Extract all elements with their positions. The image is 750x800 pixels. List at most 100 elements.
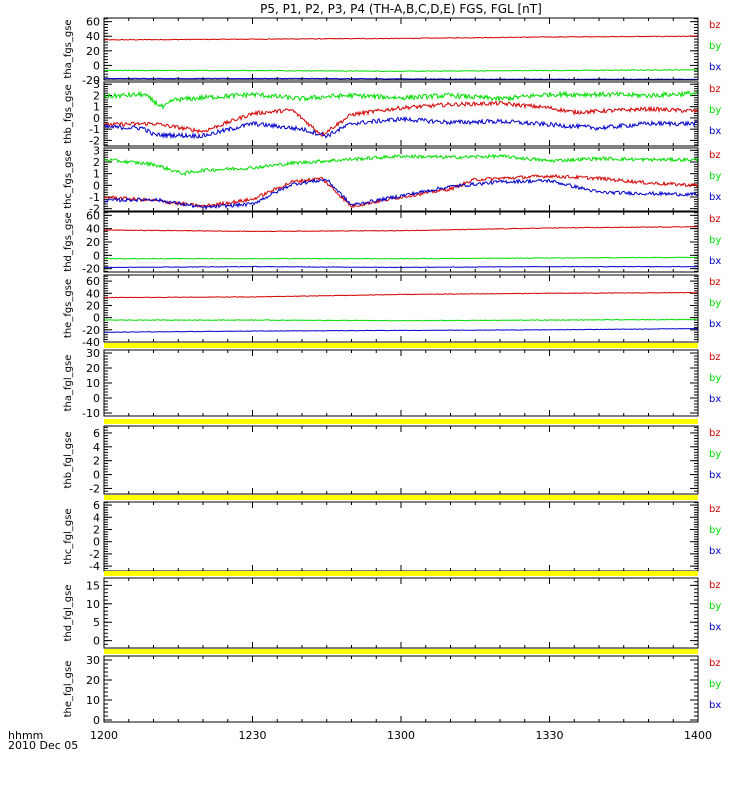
y-axis-label: the_fgl_gse <box>63 661 74 718</box>
legend-bz: bz <box>709 428 721 439</box>
legend-by: by <box>709 41 721 52</box>
panel-frame <box>103 349 699 417</box>
y-tick-label: -4 <box>89 560 100 573</box>
legend-bz: bz <box>709 352 721 363</box>
y-tick-label: 20 <box>86 362 100 375</box>
y-tick-label: 60 <box>86 275 100 288</box>
no-data-flag-bar <box>104 495 698 500</box>
legend-bz: bz <box>709 658 721 669</box>
x-tick-label: 1230 <box>239 729 267 742</box>
legend-bz: bz <box>709 580 721 591</box>
series-by <box>103 90 699 110</box>
series-bz <box>103 225 699 233</box>
y-tick-label: 20 <box>86 45 100 58</box>
panel-thd_fgl_gse: 15 10 5 0 thd_fgl_gse bz by bx <box>63 571 721 649</box>
y-tick-label: 20 <box>86 299 100 312</box>
y-tick-label: -10 <box>82 407 100 420</box>
y-tick-label: -2 <box>89 203 100 216</box>
y-tick-label: 0 <box>93 536 100 549</box>
y-tick-label: 4 <box>93 511 100 524</box>
y-tick-label: -1 <box>89 191 100 204</box>
y-axis-label: thd_fgl_gse <box>63 585 74 642</box>
legend-by: by <box>709 171 721 182</box>
panel-frame <box>103 501 699 572</box>
series-by <box>103 318 699 322</box>
legend-bz: bz <box>709 504 721 515</box>
time-axis-label: hhmm <box>8 729 44 742</box>
y-axis-label: tha_fgl_gse <box>63 355 74 412</box>
x-axis: 1200 1230 1300 1330 1400 <box>90 18 712 742</box>
legend-bx: bx <box>709 622 721 633</box>
y-tick-label: 1 <box>93 168 100 181</box>
y-tick-label: 60 <box>86 16 100 29</box>
series-bx <box>103 115 699 140</box>
panel-frame <box>103 577 699 649</box>
legend-by: by <box>709 298 721 309</box>
x-tick-label: 1200 <box>90 729 118 742</box>
legend-bz: bz <box>709 150 721 161</box>
legend-bx: bx <box>709 700 721 711</box>
y-tick-label: -20 <box>82 263 100 276</box>
y-tick-label: 20 <box>86 674 100 687</box>
panel-frame <box>103 655 699 723</box>
y-tick-label: 0 <box>93 714 100 727</box>
y-tick-label: 6 <box>93 427 100 440</box>
panel-frame <box>103 81 699 147</box>
legend-by: by <box>709 601 721 612</box>
y-tick-label: -2 <box>89 548 100 561</box>
y-axis-label: thc_fgs_gse <box>63 150 74 209</box>
series-bx <box>103 178 699 211</box>
y-tick-label: 60 <box>86 209 100 222</box>
y-tick-label: 40 <box>86 287 100 300</box>
y-tick-label: 10 <box>86 694 100 707</box>
no-data-flag-bar <box>104 571 698 576</box>
y-tick-label: 30 <box>86 654 100 667</box>
x-tick-label: 1300 <box>387 729 415 742</box>
legend-by: by <box>709 449 721 460</box>
panel-the_fgl_gse: 30 20 10 0 the_fgl_gse bz by bx <box>63 649 721 727</box>
chart-title: P5, P1, P2, P3, P4 (TH-A,B,C,D,E) FGS, F… <box>260 2 542 16</box>
series-bz <box>103 100 699 138</box>
legend-bx: bx <box>709 319 721 330</box>
y-tick-label: -2 <box>89 134 100 147</box>
y-tick-label: 2 <box>93 455 100 468</box>
y-tick-label: -20 <box>82 74 100 87</box>
y-axis-label: tha_fgs_gse <box>63 19 74 78</box>
y-tick-label: 5 <box>93 616 100 629</box>
series-bz <box>103 291 699 299</box>
y-axis-label: the_fgs_gse <box>63 279 74 338</box>
x-tick-label: 1400 <box>684 729 712 742</box>
legend-by: by <box>709 373 721 384</box>
y-tick-label: 0 <box>93 59 100 72</box>
legend-bz: bz <box>709 277 721 288</box>
legend-by: by <box>709 105 721 116</box>
x-tick-label: 1330 <box>536 729 564 742</box>
legend-bx: bx <box>709 470 721 481</box>
y-axis-label: thb_fgs_gse <box>63 84 74 143</box>
series-bz <box>103 173 699 209</box>
y-tick-label: 0 <box>93 112 100 125</box>
legend-by: by <box>709 679 721 690</box>
y-tick-label: 0 <box>93 392 100 405</box>
y-tick-label: 0 <box>93 312 100 325</box>
y-tick-label: 3 <box>93 78 100 91</box>
series-bx <box>103 327 699 333</box>
y-tick-label: -20 <box>82 324 100 337</box>
legend-bz: bz <box>709 20 721 31</box>
series-by <box>103 153 699 177</box>
y-tick-label: 15 <box>86 579 100 592</box>
y-tick-label: -1 <box>89 123 100 136</box>
y-tick-label: 10 <box>86 598 100 611</box>
y-axis-label: thc_fgl_gse <box>63 508 74 564</box>
legend-by: by <box>709 525 721 536</box>
y-tick-label: 1 <box>93 101 100 114</box>
legend-bx: bx <box>709 192 721 203</box>
panel-frame <box>103 211 699 273</box>
